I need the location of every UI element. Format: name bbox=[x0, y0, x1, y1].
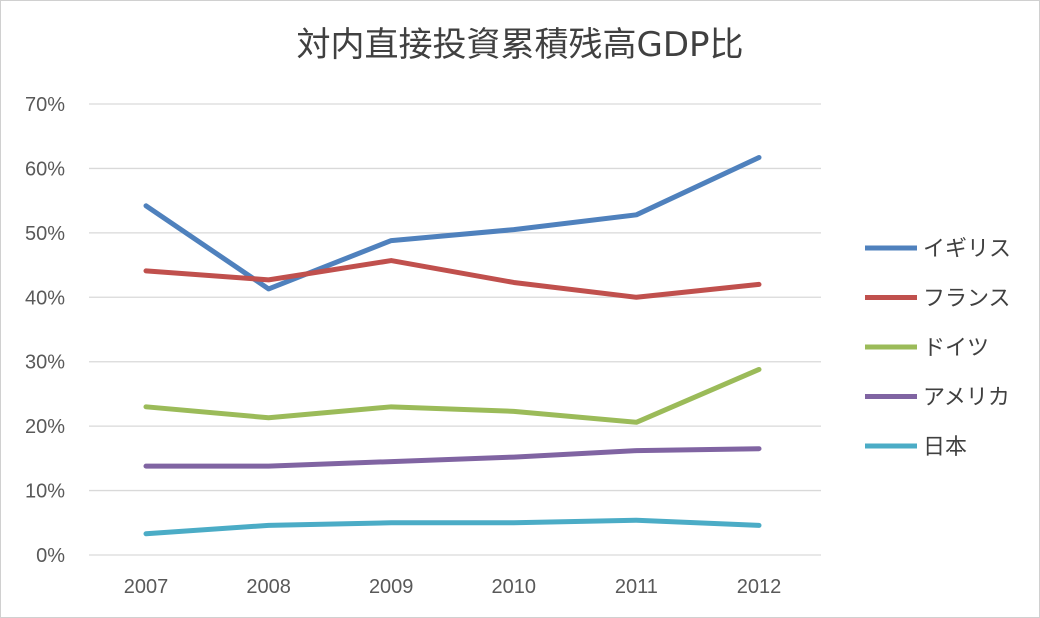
y-axis-tick-labels: 0% 10% 20% 30% 40% 50% 60% 70% bbox=[25, 94, 65, 567]
series-line-0 bbox=[143, 154, 762, 292]
y-tick-label: 40% bbox=[25, 287, 65, 309]
x-tick-label: 2007 bbox=[124, 576, 169, 598]
x-tick-label: 2011 bbox=[615, 576, 658, 598]
series-line-2 bbox=[143, 366, 762, 425]
x-axis-tick-labels: 2007 2008 2009 2010 2011 2012 bbox=[124, 576, 782, 598]
series-line-4 bbox=[143, 517, 762, 537]
y-tick-label: 60% bbox=[25, 158, 65, 180]
x-tick-label: 2009 bbox=[369, 576, 414, 598]
legend-label: 日本 bbox=[923, 435, 967, 460]
y-tick-label: 30% bbox=[25, 352, 65, 374]
x-tick-label: 2012 bbox=[737, 576, 782, 598]
series-lines bbox=[143, 154, 762, 537]
chart-title: 対内直接投資累積残高GDP比 bbox=[296, 25, 743, 65]
legend-label: ドイツ bbox=[923, 336, 989, 361]
y-tick-label: 50% bbox=[25, 223, 65, 245]
gridlines bbox=[89, 103, 821, 556]
y-tick-label: 20% bbox=[25, 416, 65, 438]
y-tick-label: 10% bbox=[25, 481, 65, 503]
y-tick-label: 0% bbox=[36, 545, 65, 567]
x-tick-label: 2010 bbox=[492, 576, 537, 598]
legend-label: イギリス bbox=[923, 237, 1011, 262]
legend-label: フランス bbox=[923, 287, 1011, 312]
x-tick-label: 2008 bbox=[246, 576, 291, 598]
y-tick-label: 70% bbox=[25, 94, 65, 116]
series-line-1 bbox=[143, 258, 762, 300]
legend-label: アメリカ bbox=[923, 386, 1010, 411]
series-line-3 bbox=[143, 446, 762, 469]
